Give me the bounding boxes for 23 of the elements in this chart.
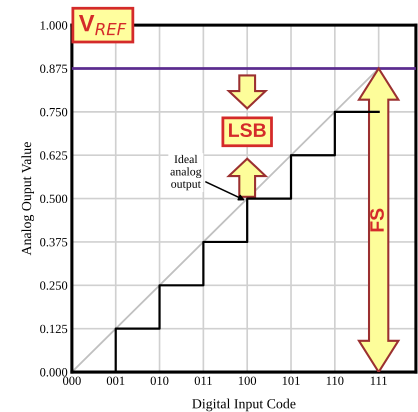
y-tick-label: 0.250	[40, 281, 68, 290]
annotation: Ideal analog output	[170, 154, 202, 190]
x-tick-label: 110	[326, 376, 344, 385]
y-tick-label: 0.125	[40, 324, 68, 334]
x-tick-label: 010	[150, 376, 168, 385]
x-tick-label: 001	[106, 376, 124, 385]
x-axis-title: Digital Input Code	[192, 398, 296, 412]
y-tick-label: 0.375	[40, 238, 68, 246]
x-tick-label: 111	[370, 376, 387, 385]
x-tick-label: 101	[282, 376, 300, 385]
y-tick-label: 0.625	[40, 151, 68, 160]
x-tick-label: 100	[238, 376, 256, 385]
y-tick-label: 0.500	[40, 194, 68, 204]
y-tick-label: 0.875	[40, 64, 68, 74]
x-tick-label: 000	[63, 376, 81, 385]
y-axis-title: Analog Ouput Value	[21, 142, 34, 256]
annotation: FS	[370, 208, 384, 232]
annotation: LSB	[229, 123, 266, 138]
y-tick-label: 0.000	[40, 368, 68, 377]
x-tick-label: 011	[194, 376, 212, 385]
y-tick-label: 1.000	[40, 21, 68, 30]
ref-line-label: V$_{REF}$	[78, 14, 126, 36]
y-tick-label: 0.750	[40, 108, 68, 116]
